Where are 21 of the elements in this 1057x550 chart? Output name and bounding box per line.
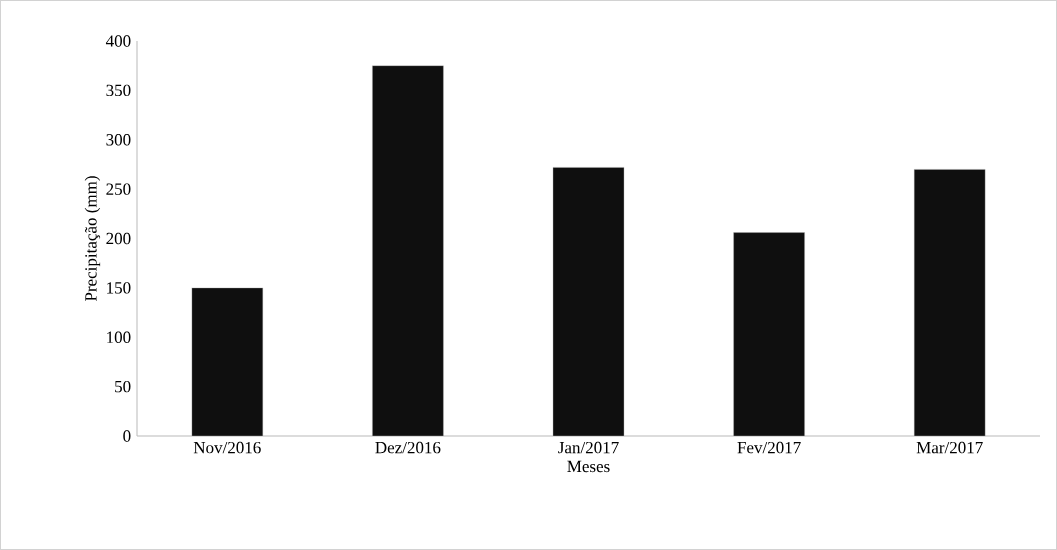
x-tick-label: Dez/2016	[375, 441, 441, 454]
y-axis-title: Precipitação (mm)	[84, 176, 101, 302]
bar	[914, 169, 986, 436]
x-tick-label: Fev/2017	[737, 441, 801, 454]
y-tick-label: 200	[106, 232, 131, 245]
y-tick-label: 400	[105, 35, 131, 47]
bar	[191, 287, 263, 436]
bar	[372, 65, 444, 436]
x-tick-label: Nov/2016	[193, 441, 261, 454]
x-tick-label: Jan/2017	[558, 441, 619, 454]
y-tick-label: 0	[123, 430, 131, 442]
y-tick-label: 300	[106, 134, 131, 146]
y-tick-label: 150	[107, 282, 131, 294]
y-tick-label: 350	[106, 84, 131, 97]
bar	[733, 232, 805, 436]
y-tick-label: 250	[106, 183, 131, 195]
bar	[552, 167, 625, 436]
x-axis-title: Meses	[567, 460, 610, 473]
x-tick-label: Mar/2017	[916, 441, 983, 454]
y-tick-label: 50	[115, 380, 131, 393]
y-tick-label: 100	[107, 331, 131, 343]
